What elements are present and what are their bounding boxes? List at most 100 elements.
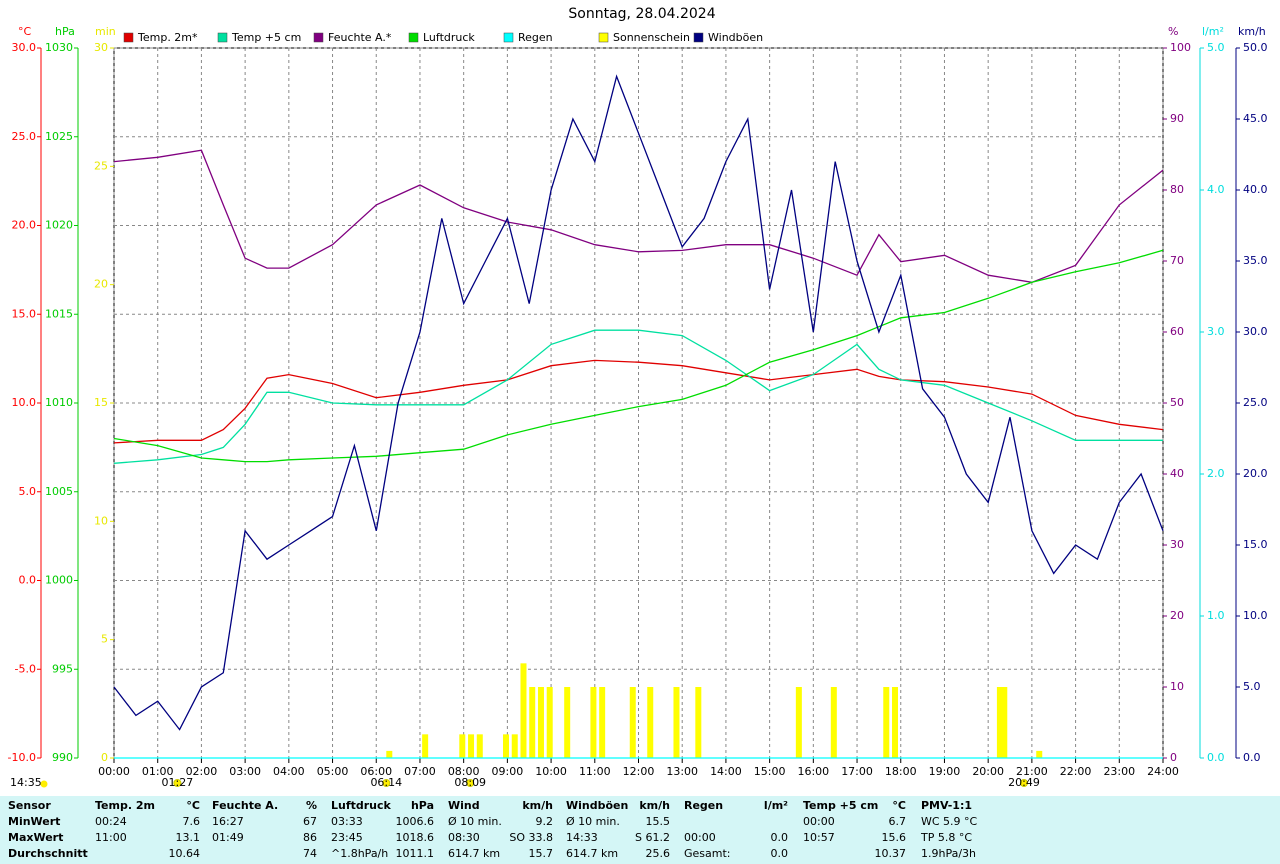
table-cell: 23:45 [331, 831, 363, 844]
x-tick-label: 17:00 [841, 765, 873, 778]
table-cell: Luftdruck [331, 799, 391, 812]
y-tick-label: 1015 [45, 307, 73, 320]
y-tick-label: 45.0 [1243, 112, 1268, 125]
y-tick-label: -5.0 [15, 662, 36, 675]
y-tick-label: 60 [1170, 325, 1184, 338]
x-tick-label: 04:00 [273, 765, 305, 778]
sun-bar [647, 687, 654, 758]
sun-bar [830, 687, 837, 758]
table-cell: Ø 10 min. [448, 815, 502, 828]
sun-bar [1001, 687, 1008, 758]
y-tick-label: 30.0 [1243, 325, 1268, 338]
x-tick-label: 21:00 [1016, 765, 1048, 778]
y-tick-label: 80 [1170, 183, 1184, 196]
sun-bar [1036, 750, 1043, 758]
annotation-marker [466, 779, 475, 787]
table-cell: Regen [684, 799, 724, 812]
annotation-label: 06:14 [370, 776, 402, 789]
y-tick-label: 40.0 [1243, 183, 1268, 196]
annotation-label: 20:49 [1008, 776, 1040, 789]
y-tick-label: 1020 [45, 219, 73, 232]
table-cell: MaxWert [8, 831, 64, 844]
x-tick-label: 12:00 [623, 765, 655, 778]
y-tick-label: 20.0 [1243, 467, 1268, 480]
legend-swatch [503, 32, 514, 43]
y-tick-label: 50.0 [1243, 41, 1268, 54]
y-tick-label: 5.0 [1243, 680, 1261, 693]
sun-bar [695, 687, 702, 758]
table-cell: 9.2 [535, 815, 554, 828]
legend-label: Luftdruck [423, 31, 475, 44]
sun-bar [422, 734, 429, 758]
table-cell: 10.37 [874, 847, 907, 860]
axis-unit: % [1168, 25, 1178, 38]
y-tick-label: 3.0 [1207, 325, 1225, 338]
sun-bar [529, 687, 536, 758]
x-tick-label: 19:00 [929, 765, 961, 778]
table-cell: 00:00 [684, 831, 716, 844]
sun-bar [503, 734, 510, 758]
x-tick-label: 15:00 [754, 765, 786, 778]
y-tick-label: 995 [52, 662, 73, 675]
sun-bar [520, 663, 527, 758]
table-cell: TP 5.8 °C [921, 831, 973, 844]
table-cell: 15.6 [881, 831, 907, 844]
sun-bar [996, 687, 1003, 758]
table-cell: 6.7 [888, 815, 907, 828]
y-tick-label: 1010 [45, 396, 73, 409]
y-tick-label: 35.0 [1243, 254, 1268, 267]
x-tick-label: 01:00 [142, 765, 174, 778]
sun-bar [883, 687, 890, 758]
x-tick-label: 14:00 [710, 765, 742, 778]
y-tick-label: 100 [1170, 41, 1191, 54]
table-cell: 15.7 [528, 847, 554, 860]
y-tick-label: 15.0 [1243, 538, 1268, 551]
x-tick-label: 23:00 [1103, 765, 1135, 778]
y-tick-label: 1005 [45, 485, 73, 498]
table-cell: Ø 10 min. [566, 815, 620, 828]
legend-swatch [313, 32, 324, 43]
y-tick-label: 25 [94, 159, 108, 172]
table-cell: °C [892, 799, 906, 812]
table-cell: 1.9hPa/3h [921, 847, 977, 860]
table-cell: 10:57 [803, 831, 835, 844]
table-cell: l/m² [763, 799, 788, 812]
annotation-marker [382, 779, 391, 787]
y-tick-label: 990 [52, 751, 73, 764]
table-cell: 1018.6 [395, 831, 435, 844]
y-tick-label: 30 [1170, 538, 1184, 551]
table-cell: SO 33.8 [509, 831, 553, 844]
legend-label: Windböen [708, 31, 763, 44]
y-tick-label: 10 [1170, 680, 1184, 693]
series-line [113, 74, 1164, 731]
sun-bar [795, 687, 802, 758]
series-line [113, 249, 1164, 463]
table-cell: 14:33 [566, 831, 598, 844]
legend-label: Regen [518, 31, 553, 44]
sun-bar [511, 734, 518, 758]
legend-label: Sonnenschein [613, 31, 690, 44]
axis-unit: l/m² [1202, 25, 1224, 38]
table-cell: 00:24 [95, 815, 127, 828]
table-cell: S 61.2 [635, 831, 670, 844]
sun-bar [468, 734, 475, 758]
chart-title: Sonntag, 28.04.2024 [568, 6, 715, 22]
annotation-label: 01:27 [162, 776, 194, 789]
y-tick-label: 20 [94, 278, 108, 291]
y-tick-label: 5.0 [1207, 41, 1225, 54]
table-cell: 1011.1 [395, 847, 435, 860]
x-tick-label: 06:00 [360, 765, 392, 778]
table-cell: Windböen [566, 799, 629, 812]
y-tick-label: 1000 [45, 574, 73, 587]
current-time-marker [40, 780, 48, 788]
y-tick-label: 25.0 [12, 130, 37, 143]
legend-label: Temp +5 cm [231, 31, 301, 44]
x-tick-label: 16:00 [797, 765, 829, 778]
y-tick-label: 50 [1170, 396, 1184, 409]
legend-swatch [598, 32, 609, 43]
sun-bar [476, 734, 483, 758]
axis-unit: min [95, 25, 116, 38]
table-cell: MinWert [8, 815, 61, 828]
table-cell: 10.64 [168, 847, 201, 860]
axis-unit: km/h [1238, 25, 1266, 38]
